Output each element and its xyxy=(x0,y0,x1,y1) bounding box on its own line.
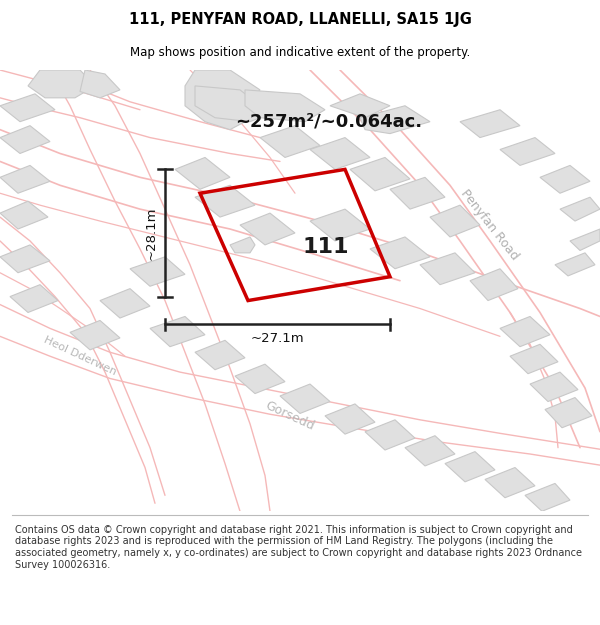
Polygon shape xyxy=(470,269,518,301)
Text: ~27.1m: ~27.1m xyxy=(251,332,304,345)
Polygon shape xyxy=(325,404,375,434)
Text: Map shows position and indicative extent of the property.: Map shows position and indicative extent… xyxy=(130,46,470,59)
Polygon shape xyxy=(10,284,58,312)
Polygon shape xyxy=(570,229,600,251)
Polygon shape xyxy=(195,185,255,217)
Polygon shape xyxy=(245,90,325,122)
Polygon shape xyxy=(530,372,578,401)
Text: 111, PENYFAN ROAD, LLANELLI, SA15 1JG: 111, PENYFAN ROAD, LLANELLI, SA15 1JG xyxy=(128,12,472,27)
Text: ~257m²/~0.064ac.: ~257m²/~0.064ac. xyxy=(235,112,422,131)
Polygon shape xyxy=(310,138,370,169)
Polygon shape xyxy=(510,344,558,374)
Polygon shape xyxy=(235,364,285,394)
Polygon shape xyxy=(555,253,595,276)
Polygon shape xyxy=(500,316,550,347)
Polygon shape xyxy=(0,94,55,122)
Text: 111: 111 xyxy=(302,237,349,257)
Polygon shape xyxy=(460,110,520,138)
Polygon shape xyxy=(240,213,295,245)
Polygon shape xyxy=(365,420,415,450)
Polygon shape xyxy=(560,198,600,221)
Polygon shape xyxy=(0,166,50,193)
Polygon shape xyxy=(445,452,495,482)
Polygon shape xyxy=(370,237,430,269)
Polygon shape xyxy=(420,253,475,284)
Polygon shape xyxy=(195,86,270,122)
Polygon shape xyxy=(230,237,255,253)
Polygon shape xyxy=(70,321,120,350)
Polygon shape xyxy=(0,201,48,229)
Polygon shape xyxy=(390,177,445,209)
Polygon shape xyxy=(150,316,205,347)
Polygon shape xyxy=(130,257,185,286)
Polygon shape xyxy=(545,398,592,428)
Polygon shape xyxy=(350,158,410,191)
Polygon shape xyxy=(310,209,370,241)
Polygon shape xyxy=(525,483,570,511)
Polygon shape xyxy=(0,245,50,272)
Text: Penyfan Road: Penyfan Road xyxy=(458,188,521,263)
Polygon shape xyxy=(430,205,480,237)
Polygon shape xyxy=(185,70,260,129)
Polygon shape xyxy=(28,70,95,98)
Polygon shape xyxy=(485,468,535,498)
Polygon shape xyxy=(540,166,590,193)
Text: Heol Dderwen: Heol Dderwen xyxy=(42,335,118,378)
Polygon shape xyxy=(500,138,555,166)
Polygon shape xyxy=(260,126,320,158)
Text: Contains OS data © Crown copyright and database right 2021. This information is : Contains OS data © Crown copyright and d… xyxy=(15,525,582,570)
Polygon shape xyxy=(330,94,390,118)
Polygon shape xyxy=(100,289,150,318)
Polygon shape xyxy=(0,126,50,154)
Text: Gorsedd: Gorsedd xyxy=(263,399,317,433)
Text: ~28.1m: ~28.1m xyxy=(145,206,157,260)
Polygon shape xyxy=(360,106,430,134)
Polygon shape xyxy=(405,436,455,466)
Polygon shape xyxy=(280,384,330,414)
Polygon shape xyxy=(195,341,245,370)
Polygon shape xyxy=(175,158,230,189)
Polygon shape xyxy=(80,70,120,98)
